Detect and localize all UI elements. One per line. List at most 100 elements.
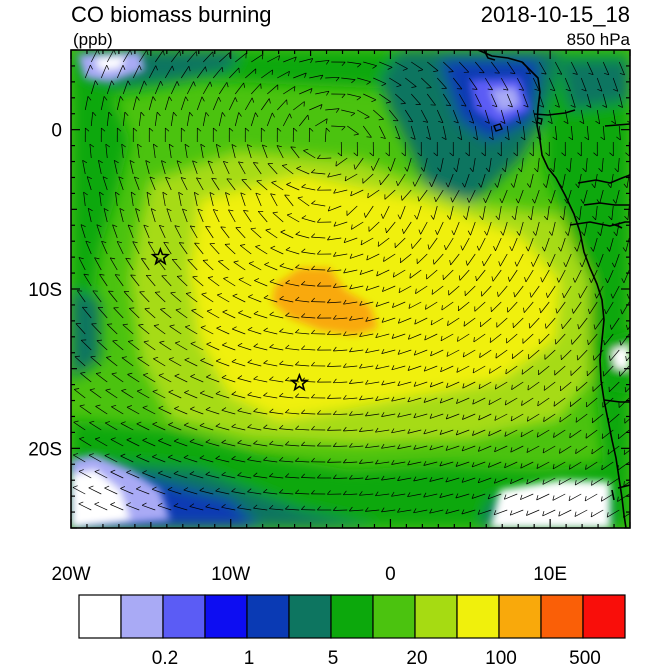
- wind-barb: [191, 308, 204, 319]
- wind-barb: [416, 253, 428, 264]
- wind-barb: [571, 301, 582, 314]
- wind-barb: [327, 362, 342, 367]
- wind-barb: [490, 301, 502, 313]
- wind-barb: [343, 363, 358, 368]
- wind-barb: [263, 488, 278, 495]
- wind-barb: [270, 193, 278, 207]
- wind-barb: [622, 237, 630, 252]
- wind-barb: [359, 491, 374, 496]
- wind-barb: [327, 266, 342, 272]
- wind-barb: [122, 80, 131, 95]
- wind-barb: [116, 127, 122, 143]
- wind-barb: [501, 157, 508, 173]
- colorbar-tick-label: 20: [406, 648, 427, 667]
- wind-barb: [303, 148, 316, 159]
- wind-barb: [381, 317, 396, 323]
- wind-barb: [397, 444, 412, 450]
- wind-barb: [247, 424, 262, 431]
- wind-barb: [527, 205, 534, 221]
- wind-barb: [526, 413, 540, 422]
- wind-barb: [125, 257, 134, 271]
- wind-barb: [500, 109, 506, 124]
- wind-barb: [591, 413, 604, 424]
- wind-barb: [430, 205, 438, 220]
- wind-barb: [441, 125, 447, 141]
- wind-barb: [498, 253, 508, 267]
- wind-barb: [276, 145, 284, 159]
- wind-barb: [221, 471, 236, 479]
- wind-barb: [127, 372, 140, 383]
- wind-barb: [610, 285, 620, 299]
- wind-barb: [276, 99, 288, 111]
- wind-barb: [226, 178, 236, 191]
- wind-barb: [396, 173, 406, 186]
- wind-barb: [562, 285, 572, 299]
- wind-barb: [397, 412, 412, 418]
- wind-barb: [430, 349, 444, 357]
- colorbar-tick-label: 0.2: [152, 648, 178, 667]
- wind-barb: [215, 487, 230, 495]
- wind-barb: [635, 62, 640, 75]
- wind-barb: [455, 493, 470, 499]
- wind-barb: [255, 244, 268, 255]
- y-axis: 0 10S 20S: [28, 121, 62, 461]
- wind-barb: [132, 127, 138, 143]
- wind-barb: [238, 310, 252, 319]
- wind-barb: [237, 342, 252, 351]
- wind-barb: [327, 235, 342, 241]
- wind-barb: [523, 301, 534, 313]
- wind-barb: [564, 77, 571, 92]
- wind-barb: [100, 96, 108, 111]
- chart-title: CO biomass burning: [71, 2, 272, 27]
- wind-barb: [212, 66, 224, 79]
- wind-barb: [231, 358, 246, 367]
- wind-barb: [410, 93, 421, 105]
- wind-barb: [327, 394, 342, 399]
- colorbar-swatch: [120, 594, 164, 639]
- wind-barb: [88, 453, 102, 463]
- wind-barb: [379, 61, 393, 70]
- wind-barb: [391, 365, 406, 371]
- wind-barb: [360, 237, 374, 246]
- wind-barb: [474, 301, 486, 312]
- colorbar-swatch: [246, 594, 290, 639]
- wind-barb: [427, 237, 438, 250]
- wind-barb: [404, 109, 414, 123]
- wind-barb: [586, 365, 598, 377]
- wind-barb: [349, 284, 364, 290]
- wind-barb: [426, 269, 438, 280]
- wind-barb: [526, 445, 540, 453]
- wind-barbs: [72, 50, 640, 518]
- wind-barb: [199, 390, 214, 399]
- wind-barb: [185, 324, 198, 335]
- wind-barb: [537, 397, 550, 407]
- wind-barb: [603, 333, 614, 346]
- wind-barb: [479, 349, 492, 358]
- wind-barb: [237, 407, 252, 415]
- wind-barb: [458, 269, 470, 281]
- wind-barb: [447, 317, 460, 326]
- wind-barb: [455, 461, 470, 467]
- wind-barb: [381, 380, 396, 386]
- wind-barb: [524, 269, 534, 283]
- wind-barb: [463, 317, 476, 327]
- wind-barb: [120, 486, 134, 495]
- wind-barb: [199, 487, 214, 495]
- wind-barb: [600, 493, 614, 502]
- wind-barb: [587, 333, 598, 346]
- wind-barb: [608, 205, 614, 221]
- wind-barb: [317, 314, 332, 319]
- wind-barb: [590, 237, 598, 252]
- wind-barb: [531, 109, 537, 124]
- wind-barb: [162, 191, 168, 207]
- wind-barb: [247, 359, 262, 367]
- wind-barb: [407, 397, 422, 403]
- wind-barb: [238, 161, 246, 175]
- wind-barb: [555, 301, 566, 314]
- wind-barb: [439, 493, 454, 498]
- wind-barb: [411, 237, 422, 249]
- wind-barb: [152, 389, 166, 399]
- wind-barb: [536, 429, 550, 438]
- wind-barb: [239, 244, 252, 255]
- wind-barb: [315, 90, 330, 96]
